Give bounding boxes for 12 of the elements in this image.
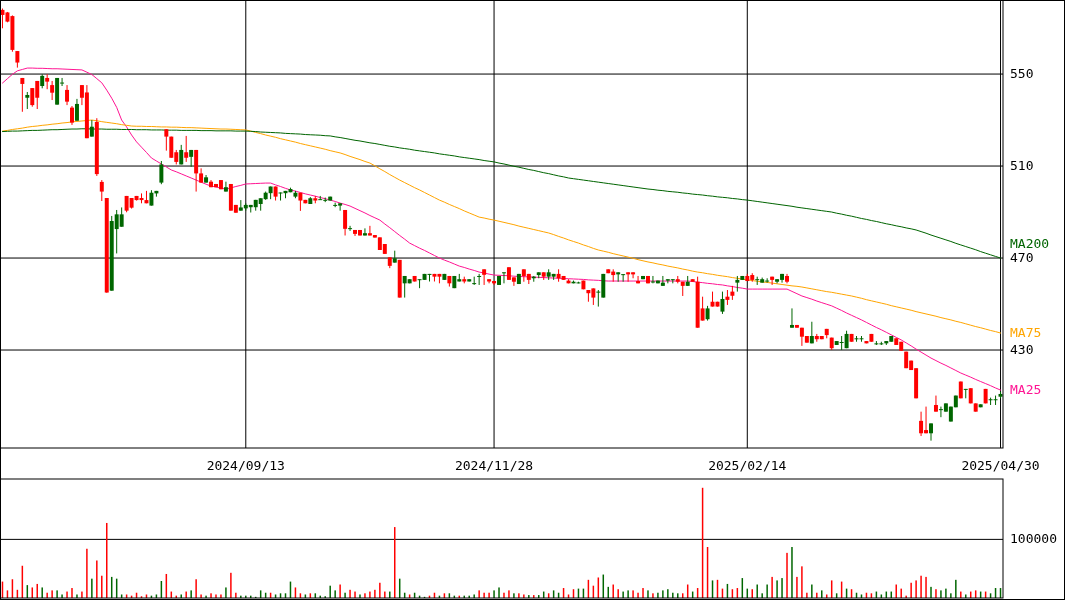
y-tick-label: 470 (1010, 249, 1034, 265)
x-tick-label: 2025/04/30 (961, 457, 1040, 473)
x-tick-label: 2025/02/14 (708, 457, 787, 473)
y-tick-label: 550 (1010, 65, 1034, 81)
y-tick-label: 510 (1010, 157, 1034, 173)
y-tick-label: 100000 (1010, 530, 1057, 546)
x-tick-label: 2024/11/28 (454, 457, 534, 473)
y-tick-label: 430 (1010, 341, 1034, 357)
series-label: MA75 (1010, 324, 1042, 340)
x-tick-label: 2024/09/13 (206, 457, 285, 473)
series-label: MA25 (1010, 381, 1042, 397)
series-label: MA200 (1010, 235, 1050, 251)
